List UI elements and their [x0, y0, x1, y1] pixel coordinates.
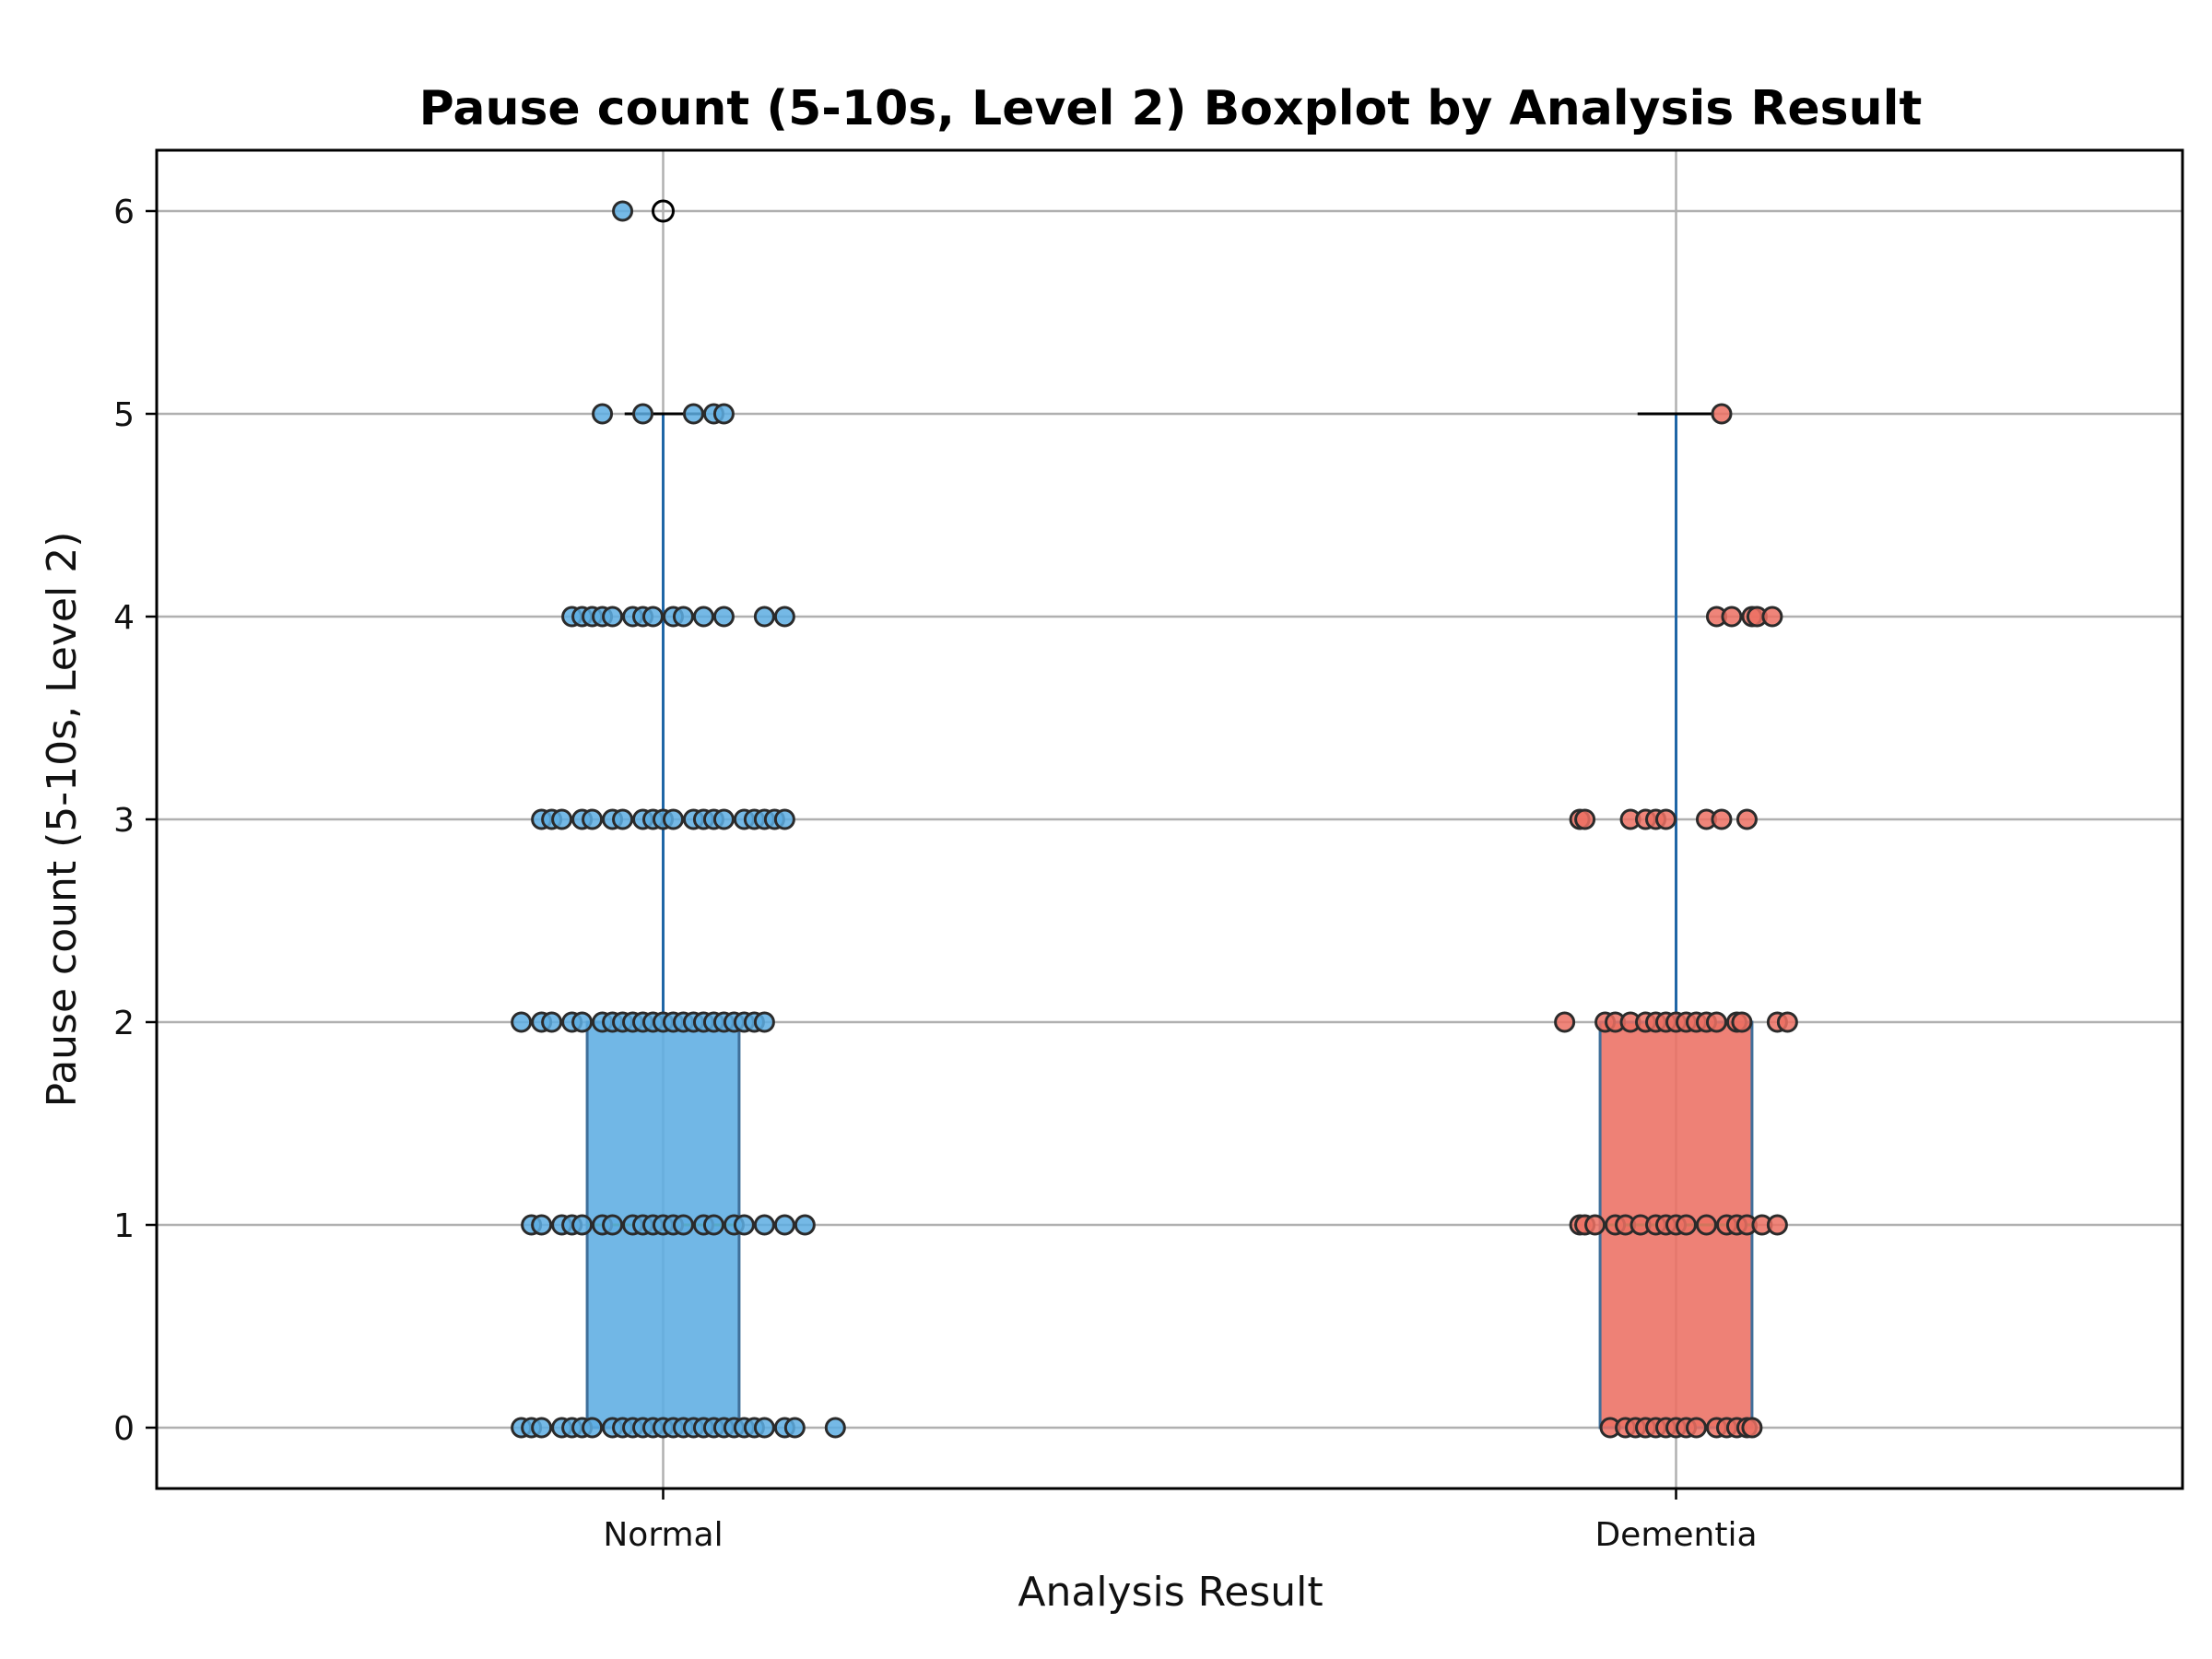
- data-point: [1705, 1011, 1727, 1033]
- y-axis-label: Pause count (5-10s, Level 2): [39, 532, 86, 1108]
- data-point: [511, 1011, 533, 1033]
- data-point: [1584, 1214, 1606, 1236]
- data-point: [773, 808, 795, 830]
- y-axis-ticks: 0 1 2 3 4 5 6: [113, 194, 157, 1448]
- data-point: [551, 808, 573, 830]
- data-point: [1731, 1011, 1753, 1033]
- y-tick-label: 4: [113, 599, 135, 637]
- data-point: [692, 606, 714, 628]
- data-point: [541, 1011, 563, 1033]
- data-point: [1735, 808, 1758, 830]
- x-axis-label: Analysis Result: [1018, 1569, 1323, 1616]
- data-point: [672, 606, 694, 628]
- data-point: [702, 1214, 724, 1236]
- data-point: [1655, 808, 1677, 830]
- data-point: [1695, 1214, 1717, 1236]
- data-point: [753, 606, 775, 628]
- data-point: [662, 808, 684, 830]
- x-axis-ticks: Normal Dementia: [603, 1488, 1758, 1554]
- data-point: [602, 606, 624, 628]
- chart-title: Pause count (5-10s, Level 2) Boxplot by …: [419, 81, 1923, 136]
- data-point: [531, 1417, 553, 1439]
- y-tick-label: 6: [113, 194, 135, 231]
- data-point: [682, 403, 704, 425]
- data-point: [824, 1417, 846, 1439]
- data-point: [531, 1214, 553, 1236]
- y-tick-label: 0: [113, 1410, 135, 1448]
- data-point: [571, 1011, 594, 1033]
- data-point: [773, 606, 795, 628]
- data-point: [672, 1214, 694, 1236]
- data-point: [1711, 403, 1733, 425]
- grid-lines: [157, 150, 2183, 1488]
- flier-point: [652, 199, 675, 223]
- data-point: [1675, 1214, 1697, 1236]
- data-point: [612, 200, 634, 222]
- x-tick-label: Normal: [603, 1516, 723, 1554]
- data-point: [1711, 808, 1733, 830]
- data-point: [592, 403, 614, 425]
- data-point: [612, 808, 634, 830]
- data-point: [753, 1214, 775, 1236]
- data-point: [783, 1417, 806, 1439]
- data-point: [1776, 1011, 1798, 1033]
- y-tick-label: 1: [113, 1207, 135, 1245]
- data-point: [733, 1214, 755, 1236]
- scatter-points: [511, 200, 1798, 1439]
- y-tick-label: 5: [113, 396, 135, 434]
- data-point: [773, 1214, 795, 1236]
- data-point: [712, 808, 735, 830]
- data-point: [1761, 606, 1783, 628]
- data-point: [712, 403, 735, 425]
- data-point: [642, 606, 665, 628]
- data-point: [712, 606, 735, 628]
- data-point: [571, 1214, 594, 1236]
- y-tick-label: 3: [113, 802, 135, 840]
- data-point: [1721, 606, 1743, 628]
- data-point: [1741, 1417, 1763, 1439]
- data-point: [602, 1214, 624, 1236]
- data-point: [582, 808, 604, 830]
- y-tick-label: 2: [113, 1005, 135, 1042]
- data-point: [794, 1214, 816, 1236]
- data-point: [1685, 1417, 1707, 1439]
- data-point: [753, 1417, 775, 1439]
- data-point: [1554, 1011, 1576, 1033]
- data-point: [582, 1417, 604, 1439]
- data-point: [1574, 808, 1596, 830]
- x-tick-label: Dementia: [1594, 1516, 1757, 1554]
- data-point: [753, 1011, 775, 1033]
- data-point: [1766, 1214, 1788, 1236]
- data-point: [632, 403, 654, 425]
